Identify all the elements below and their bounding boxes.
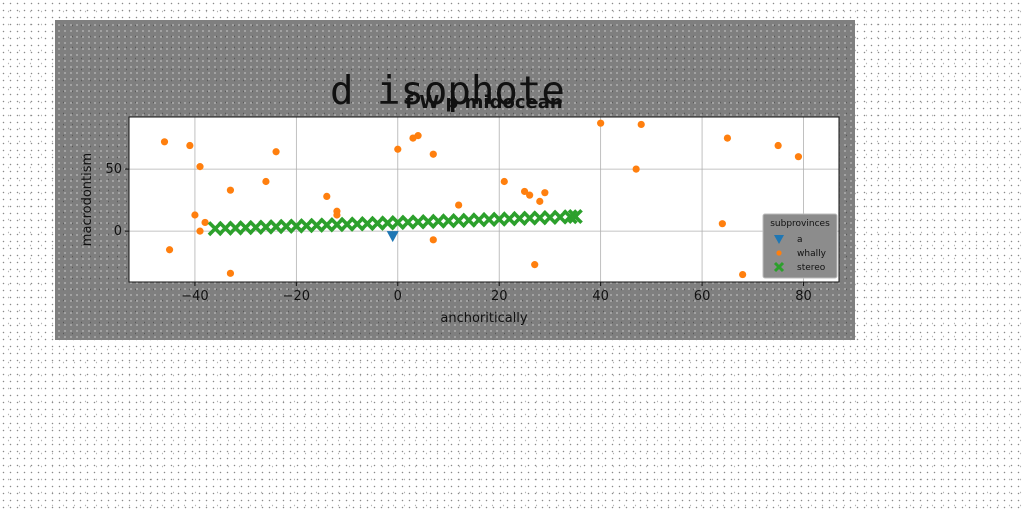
data-point [226, 186, 235, 194]
data-point [520, 187, 529, 196]
figure-suptitle-wrap: d isophote [55, 24, 855, 159]
data-point [333, 211, 341, 219]
data-point [429, 150, 437, 158]
y-tick-label: 50 [105, 162, 122, 177]
data-point [451, 213, 467, 229]
x-tick-label: 40 [592, 289, 609, 304]
legend-title: subprovinces [770, 219, 830, 229]
data-point [349, 216, 365, 232]
axes-frame [128, 116, 840, 283]
data-point [410, 214, 426, 230]
data-point [217, 220, 233, 236]
data-point [339, 216, 355, 232]
data-point [420, 214, 436, 230]
data-point [723, 134, 732, 142]
data-point [414, 132, 422, 140]
data-point [632, 165, 640, 173]
data-point [481, 211, 497, 228]
y-tick-label: 0 [114, 224, 122, 239]
legend-marker [776, 250, 782, 256]
data-point [394, 145, 402, 153]
data-point [552, 209, 568, 225]
series-whally [160, 119, 803, 279]
data-point [278, 218, 294, 234]
data-point [309, 217, 325, 233]
data-point [160, 138, 169, 146]
data-point [526, 191, 534, 199]
data-point [196, 163, 204, 171]
data-point [567, 208, 583, 225]
data-point [400, 214, 416, 230]
figure-panel: d isophote −40 −20 0 20 40 60 80 0 50 f W p midoc… [55, 20, 855, 340]
data-point [471, 212, 487, 228]
data-point [191, 211, 199, 219]
data-point [323, 192, 331, 200]
data-point [380, 215, 396, 231]
data-point [272, 148, 280, 156]
data-point [491, 211, 507, 227]
data-point [541, 189, 549, 197]
legend-label: whally [797, 249, 827, 259]
data-point [226, 269, 235, 277]
x-tick-label: 20 [491, 289, 508, 304]
legend-marker [774, 235, 784, 244]
data-point [390, 215, 406, 231]
data-point [531, 261, 539, 269]
legend-label: a [797, 235, 803, 245]
data-point [597, 119, 605, 127]
series-a [386, 231, 399, 243]
x-tick-label: −20 [283, 289, 310, 304]
x-tick-label: −40 [181, 289, 208, 304]
data-point [500, 177, 508, 186]
data-point [227, 220, 244, 236]
data-point [430, 213, 446, 229]
data-point [186, 141, 194, 150]
data-point [794, 153, 803, 161]
figure-suptitle: d isophote [330, 69, 565, 114]
legend-label: stereo [797, 263, 826, 273]
data-point [238, 220, 254, 236]
x-tick-label: 60 [694, 289, 711, 304]
data-point [532, 210, 548, 226]
data-point [429, 236, 437, 244]
data-point [739, 270, 747, 279]
data-point [288, 218, 304, 234]
data-point [501, 211, 517, 227]
data-point [298, 218, 315, 234]
data-point [262, 177, 270, 186]
plot-area [129, 117, 839, 282]
data-point [207, 221, 223, 237]
data-point [461, 212, 477, 228]
data-point [258, 219, 274, 235]
data-point [511, 210, 528, 227]
data-point [329, 217, 345, 233]
data-point [201, 218, 209, 227]
data-point [196, 227, 204, 235]
chart-title: f W p midocean [405, 92, 562, 113]
data-point [268, 219, 284, 235]
data-point [440, 213, 457, 229]
y-axis-label: macrodontism [80, 153, 95, 246]
data-point [248, 219, 264, 235]
legend-box [762, 213, 838, 279]
data-point [637, 120, 645, 129]
data-point [386, 231, 399, 243]
data-point [165, 246, 174, 254]
x-tick-label: 80 [795, 289, 812, 304]
data-point [455, 201, 463, 209]
scatter-chart: −40 −20 0 20 40 60 80 0 50 f W p midocean anchorit… [80, 92, 840, 326]
x-tick-label: 0 [394, 289, 402, 304]
data-point [542, 209, 558, 226]
x-axis-label: anchoritically [440, 311, 528, 326]
legend-marker [773, 261, 785, 273]
legend: subprovinces a whally stereo [762, 213, 838, 279]
data-point [774, 141, 782, 150]
series-stereo [207, 208, 583, 237]
data-point [369, 215, 386, 231]
data-point [522, 210, 538, 226]
data-point [359, 216, 375, 232]
data-point [319, 217, 335, 233]
data-point [718, 220, 726, 228]
data-point [536, 197, 544, 205]
